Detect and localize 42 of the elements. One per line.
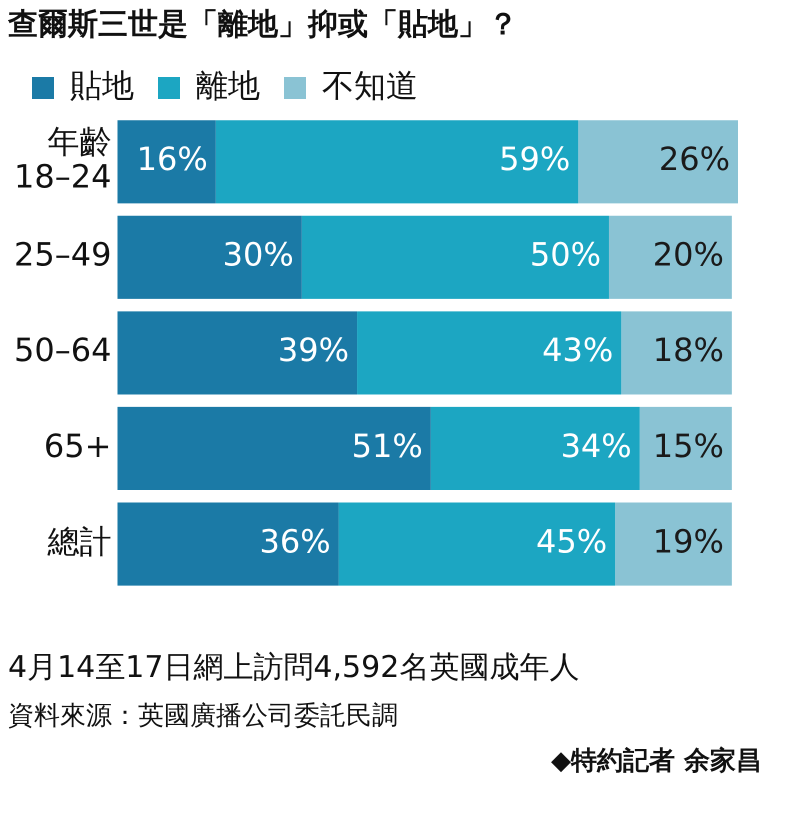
bar — [302, 216, 609, 299]
data-label: 43% — [542, 331, 614, 370]
data-label: 36% — [260, 522, 331, 560]
bar — [357, 311, 622, 394]
text: ◆特約記者 余家昌 — [550, 745, 763, 778]
bar — [117, 311, 358, 394]
data-label: 26% — [658, 140, 730, 178]
data-label: 20% — [652, 236, 724, 274]
legend-label: 貼地 — [70, 66, 134, 104]
bar — [117, 216, 302, 299]
legend-label: 離地 — [196, 66, 260, 104]
bar — [117, 120, 216, 204]
chart-title: 查爾斯三世是「離地」抑或「貼地」？ — [7, 6, 518, 42]
bar — [216, 120, 578, 204]
data-label: 30% — [222, 236, 294, 274]
bar — [578, 120, 738, 204]
data-label: 16% — [136, 140, 208, 178]
source-note: 資料來源：英國廣播公司委託民調 — [8, 700, 399, 733]
text: 4月14至17日網上訪問4,592名英國成年人 — [8, 649, 580, 687]
bar — [338, 502, 616, 586]
data-label: 59% — [499, 140, 570, 178]
y-tick-label: 總計 — [46, 522, 112, 560]
y-tick-label: 25–49 — [14, 236, 112, 274]
data-label: 39% — [278, 331, 350, 370]
data-label: 18% — [652, 331, 724, 370]
data-label: 51% — [352, 426, 423, 465]
data-label: 50% — [530, 236, 601, 274]
y-tick-label: 65+ — [44, 426, 112, 465]
bar — [117, 406, 431, 490]
bar — [430, 406, 640, 490]
y-tick-label: 50–64 — [14, 331, 112, 370]
bar — [621, 311, 732, 394]
bar — [640, 406, 732, 490]
bar — [117, 502, 339, 586]
data-label: 45% — [536, 522, 608, 560]
y-tick-label: 年齡 18–24 — [14, 122, 112, 196]
bar — [615, 502, 732, 586]
data-label: 19% — [652, 522, 724, 560]
legend-label: 不知道 — [322, 66, 418, 104]
data-label: 34% — [560, 426, 632, 465]
bar — [608, 216, 732, 299]
data-label: 15% — [652, 426, 724, 465]
